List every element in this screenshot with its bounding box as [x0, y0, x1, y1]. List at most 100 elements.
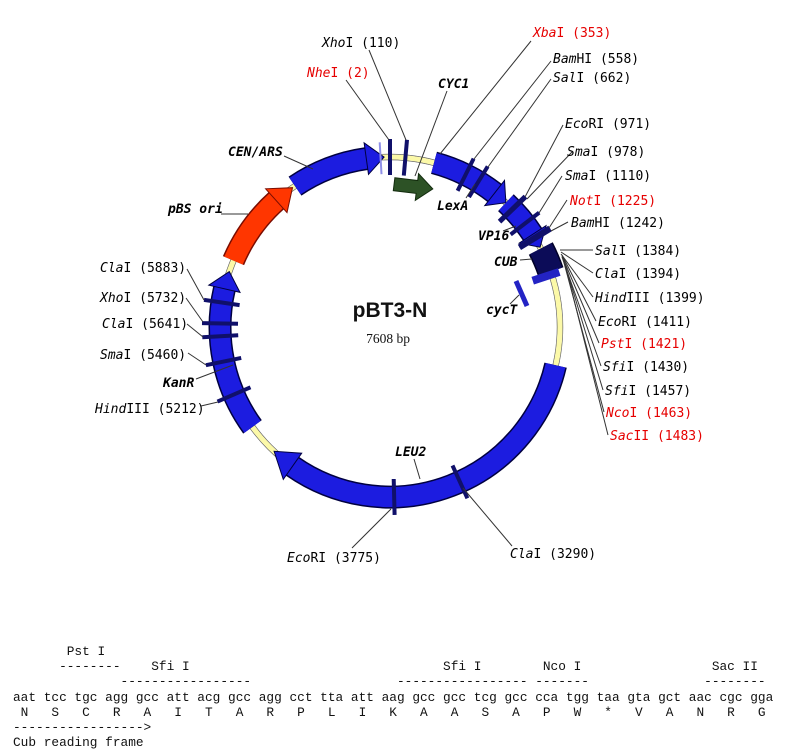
sequence-line-psti-label: Pst I — [13, 644, 106, 659]
leader-line — [200, 401, 219, 407]
site-label-hindiii-1399: HindIII (1399) — [594, 291, 705, 306]
leader-line — [187, 352, 207, 366]
leader-line — [487, 78, 552, 168]
leader-line — [462, 487, 513, 547]
leader-line — [562, 257, 604, 391]
tick-clai-5883 — [203, 297, 240, 308]
feature-label-kanr: KanR — [162, 376, 194, 391]
leader-line — [368, 49, 407, 141]
tick-hindiii-5212 — [216, 385, 252, 404]
site-label-clai-3290: ClaI (3290) — [510, 547, 596, 562]
tick-bamhi-1242 — [518, 227, 552, 251]
site-label-xbai-353: XbaI (353) — [532, 26, 611, 41]
site-label-bamhi-558: BamHI (558) — [553, 52, 639, 67]
lexa-arrowhead — [483, 179, 507, 207]
site-label-ncoi-1463: NcoI (1463) — [605, 406, 692, 421]
leader-line — [473, 60, 552, 160]
cub-block — [530, 242, 563, 276]
leader-line — [283, 155, 314, 170]
leader-line — [538, 175, 563, 214]
sequence-line-amino-acids: N S C R A I T A R P L I K A A S A P W * … — [13, 704, 766, 720]
leader-line — [186, 323, 204, 338]
cyc1-promoter-arrow — [392, 172, 434, 202]
tick-smai-5460 — [205, 355, 242, 368]
feature-label-leu2: LEU2 — [395, 445, 426, 460]
site-label-clai-5883: ClaI (5883) — [100, 261, 186, 276]
pbs-ori-arrowhead — [264, 187, 294, 214]
feature-label-pbs-ori: pBS ori — [167, 202, 223, 217]
site-label-ecori-1411: EcoRI (1411) — [598, 315, 692, 330]
plasmid-size: 7608 bp — [366, 331, 410, 346]
leader-line — [563, 259, 609, 436]
site-label-hindiii-5212: HindIII (5212) — [94, 402, 205, 417]
sequence-line-frame-arrow: -----------------> — [13, 719, 152, 735]
feature-label-vp16: VP16 — [478, 229, 509, 244]
feature-label-cyc1: CYC1 — [438, 77, 469, 92]
site-label-sacii-1483: SacII (1483) — [610, 429, 704, 444]
tick-sali-662 — [467, 165, 490, 199]
leader-line — [502, 225, 517, 232]
cen-ars-arrow — [289, 148, 368, 195]
pbs-ori-arrow — [224, 193, 284, 265]
sequence-line-frame-label: Cub reading frame — [13, 735, 144, 751]
leader-line — [550, 221, 569, 232]
tick-light — [378, 142, 383, 175]
site-label-psti-1421: PstI (1421) — [601, 337, 687, 352]
cyct-mark — [513, 279, 530, 308]
site-label-clai-1394: ClaI (1394) — [595, 267, 681, 282]
tick-noti-1225 — [517, 225, 551, 249]
tick-bamhi-558 — [455, 157, 476, 192]
sequence-line-dna-codons: aat tcc tgc agg gcc att acg gcc agg cct … — [13, 689, 774, 705]
feature-label-lexa: LexA — [437, 199, 468, 214]
site-label-sali-1384: SalI (1384) — [595, 244, 681, 259]
leader-line — [185, 297, 204, 323]
site-label-smai-5460: SmaI (5460) — [100, 348, 186, 363]
site-label-clai-5641: ClaI (5641) — [102, 317, 188, 332]
leader-line — [509, 294, 520, 305]
site-label-xhoi-110: XhoI (110) — [321, 36, 400, 51]
plasmid-map-svg: NheI (2) XhoI (110) XbaI (353) BamHI (55… — [94, 26, 705, 566]
leader-line — [548, 199, 568, 229]
site-label-smai-978: SmaI (978) — [567, 145, 645, 160]
site-label-xhoi-5732: XhoI (5732) — [99, 291, 186, 306]
leader-line — [195, 364, 234, 380]
sequence-panel: Pst I -------- Sfi I Sfi I Nco I Sac II … — [13, 644, 773, 750]
leader-line — [439, 40, 532, 155]
tick-smai-1110 — [509, 211, 541, 237]
site-label-sfii-1430: SfiI (1430) — [603, 360, 689, 375]
leader-line — [524, 124, 564, 198]
leader-line — [351, 508, 392, 549]
feature-label-cyct: cycT — [486, 303, 518, 318]
leader-line — [465, 183, 476, 199]
leader-line — [561, 254, 597, 322]
leader-line — [560, 253, 594, 298]
site-label-nhei-2: NheI (2) — [306, 66, 370, 81]
site-label-ecori-3775: EcoRI (3775) — [287, 551, 381, 566]
leader-line — [526, 151, 573, 200]
site-label-bamhi-1242: BamHI (1242) — [571, 216, 665, 231]
leader-line — [519, 258, 533, 261]
feature-label-cen-ars: CEN/ARS — [228, 145, 283, 160]
sequence-line-site-labels: -------- Sfi I Sfi I Nco I Sac II — [13, 659, 758, 675]
leader-line — [413, 458, 421, 480]
cub-tail-bar — [531, 268, 561, 285]
site-label-sali-662: SalI (662) — [553, 71, 631, 86]
tick-xhoi-110 — [401, 139, 409, 176]
tick-clai-5641 — [202, 333, 239, 340]
tick-smai-978 — [498, 195, 528, 224]
site-label-ecori-971: EcoRI (971) — [565, 117, 651, 132]
feature-label-cub: CUB — [494, 255, 518, 270]
leu2-arrow — [286, 362, 566, 507]
leu2-arrowhead — [273, 450, 303, 481]
tick-clai-3290 — [450, 464, 470, 500]
tick-xhoi-5732 — [201, 321, 239, 326]
sequence-line-site-dashes: ----------------- ----------------- ----… — [13, 674, 766, 690]
leader-line — [414, 90, 448, 177]
kanr-arrowhead — [207, 270, 241, 294]
site-label-sfii-1457: SfiI (1457) — [605, 384, 691, 399]
tick-ecori-3775 — [391, 478, 397, 515]
leader-line — [186, 268, 205, 301]
site-label-noti-1225: NotI (1225) — [569, 194, 656, 209]
leader-line — [560, 251, 594, 274]
